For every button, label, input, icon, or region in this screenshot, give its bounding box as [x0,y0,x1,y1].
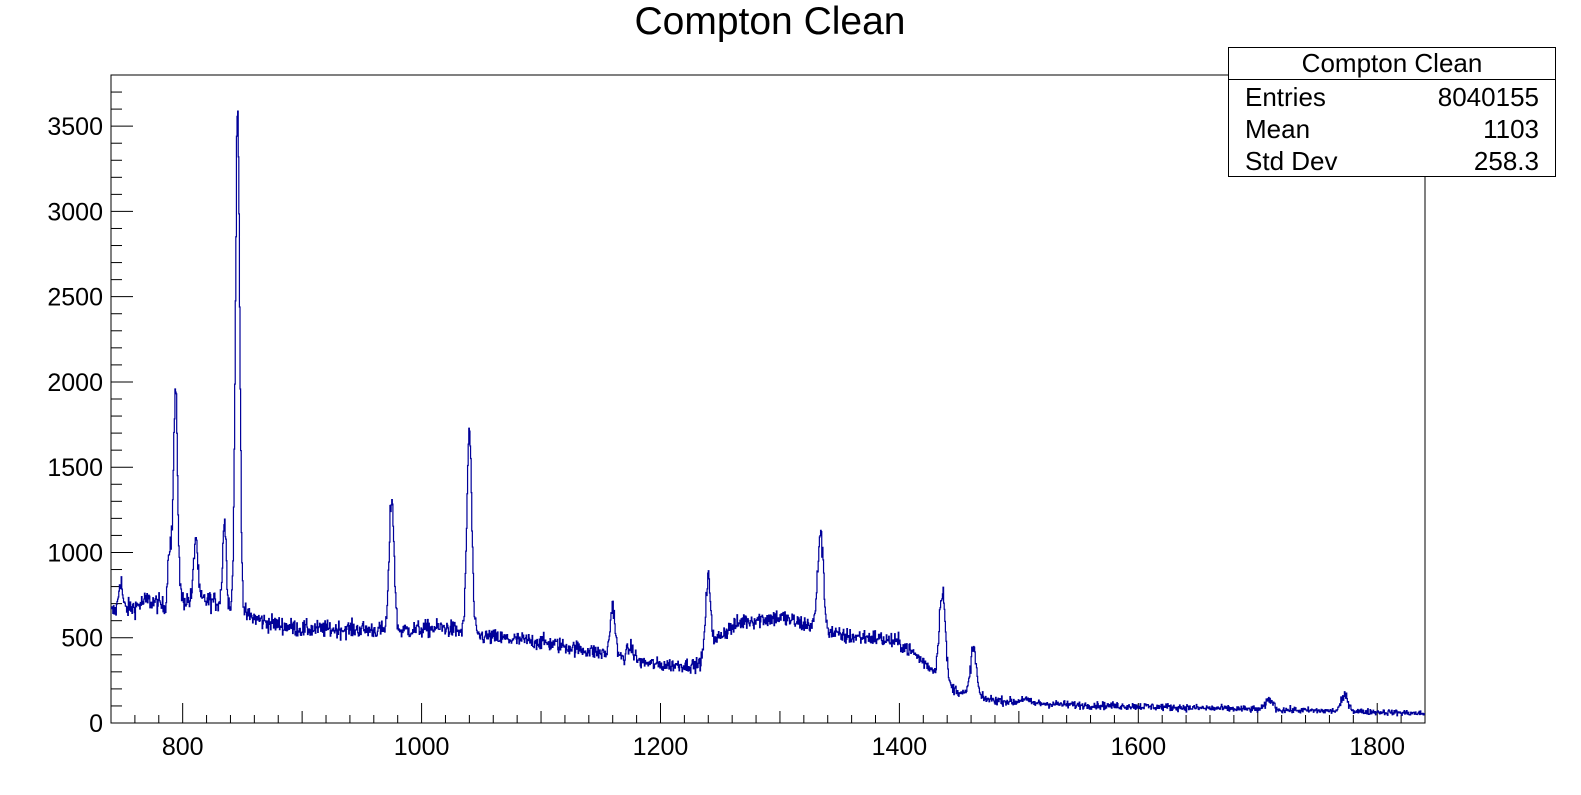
x-axis: 800 1000 1200 1400 1600 1800 [134,703,1426,761]
x-tick-label: 1200 [633,733,689,761]
stddev-value: 258.3 [1473,146,1539,176]
y-tick-label: 3000 [47,198,103,226]
stats-box: Compton Clean Entries 8040155 Mean 1103 … [1228,47,1556,177]
entries-label: Entries [1245,82,1326,112]
y-axis: 0 500 1000 1500 2000 2500 3000 3500 [47,74,133,738]
y-tick-label: 1500 [47,454,103,482]
x-tick-label: 1000 [394,733,450,761]
y-tick-label: 2000 [47,369,103,397]
stats-row-mean: Mean 1103 [1229,112,1555,144]
series-line [111,110,1425,717]
y-tick-label: 1000 [47,539,103,567]
x-tick-label: 1400 [872,733,928,761]
stats-title: Compton Clean [1229,48,1555,80]
stddev-label: Std Dev [1245,146,1338,176]
entries-value: 8040155 [1437,82,1539,112]
stats-row-entries: Entries 8040155 [1229,80,1555,112]
mean-value: 1103 [1483,114,1539,144]
chart-title: Compton Clean [634,0,906,43]
x-tick-label: 1600 [1110,733,1166,761]
x-tick-label: 1800 [1349,733,1405,761]
y-tick-label: 3500 [47,113,103,141]
y-tick-label: 500 [61,625,103,653]
mean-label: Mean [1245,114,1311,144]
stats-row-stddev: Std Dev 258.3 [1229,144,1555,176]
y-tick-label: 0 [89,710,103,738]
x-tick-label: 800 [162,733,204,761]
y-tick-label: 2500 [47,284,103,312]
